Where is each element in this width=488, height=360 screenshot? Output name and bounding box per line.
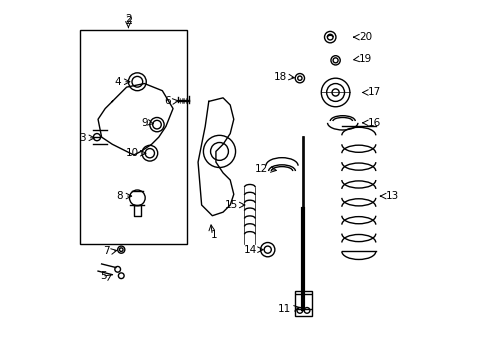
Text: 14: 14	[243, 245, 257, 255]
Text: 2: 2	[124, 16, 132, 26]
Text: 17: 17	[367, 87, 380, 98]
Text: 1: 1	[210, 230, 217, 240]
Text: 18: 18	[274, 72, 287, 82]
Text: 7: 7	[103, 247, 110, 256]
Text: 10: 10	[126, 148, 139, 158]
Text: 12: 12	[254, 164, 267, 174]
Text: 13: 13	[385, 191, 398, 201]
Text: 16: 16	[367, 118, 380, 128]
Text: 19: 19	[358, 54, 371, 64]
Bar	[80, 30, 187, 244]
Text: 9: 9	[141, 118, 148, 128]
Text: 15: 15	[224, 200, 238, 210]
Text: 2: 2	[125, 14, 131, 24]
Text: 6: 6	[164, 96, 171, 107]
Text: 8: 8	[116, 191, 123, 201]
Text: 11: 11	[277, 303, 290, 314]
Text: 3: 3	[79, 133, 86, 143]
Text: 5: 5	[100, 271, 107, 282]
Bar	[294, 291, 312, 316]
Text: 20: 20	[358, 32, 371, 42]
Text: 4: 4	[114, 77, 121, 87]
